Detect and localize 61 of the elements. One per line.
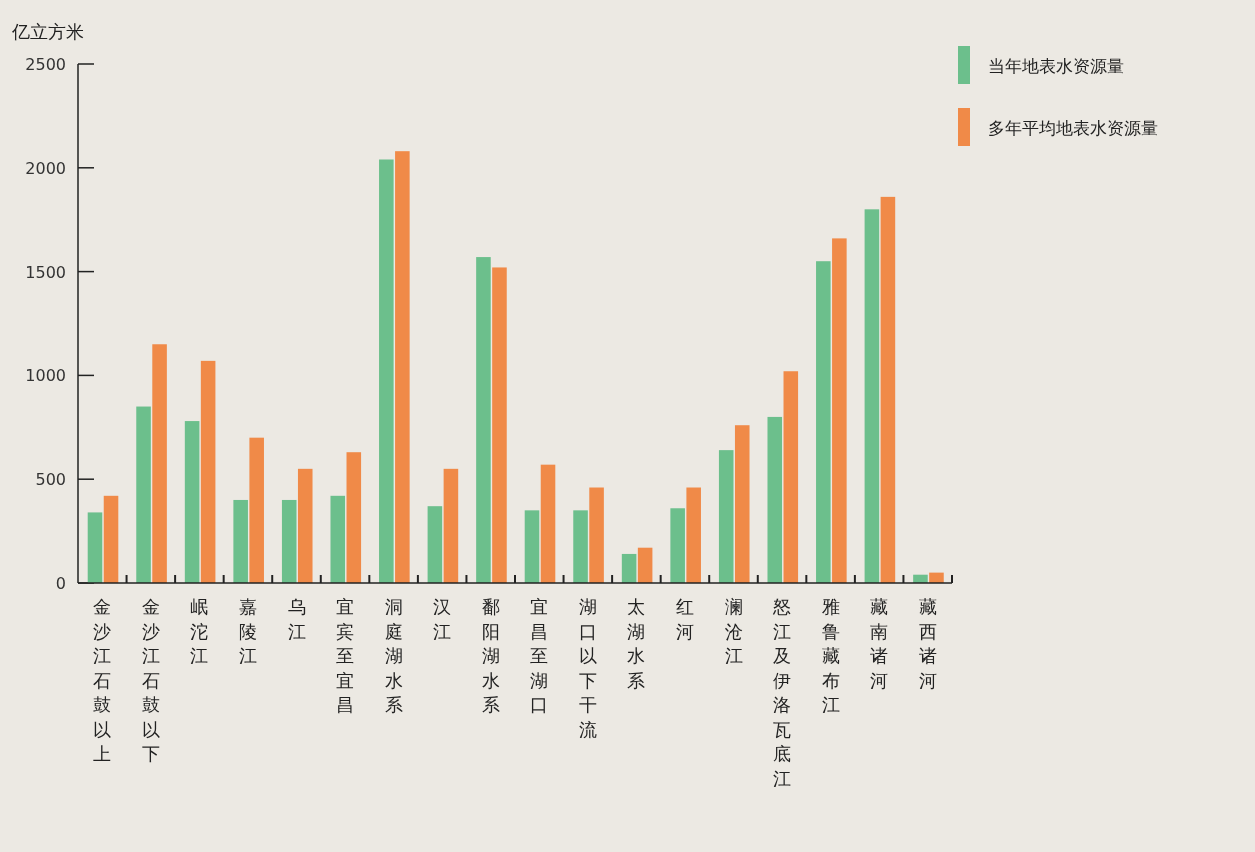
bar	[346, 452, 362, 583]
x-tick-label: 金沙江石鼓以上	[93, 596, 112, 764]
bar	[476, 257, 491, 583]
x-tick-label: 怒江及伊洛瓦底江	[772, 596, 792, 789]
x-tick-label: 鄱阳湖水系	[481, 596, 500, 715]
legend-label: 多年平均地表水资源量	[988, 118, 1158, 138]
x-tick-label: 湖口以下干流	[578, 596, 597, 740]
x-tick-label: 汉江	[433, 596, 452, 642]
x-tick-label: 藏南诸河	[870, 596, 889, 691]
x-tick-label: 宜昌至湖口	[530, 596, 549, 715]
bar	[880, 196, 896, 583]
y-tick-label: 1000	[25, 366, 66, 386]
bar	[103, 495, 119, 583]
bar	[330, 495, 346, 583]
bar	[281, 499, 297, 583]
bar	[864, 209, 880, 583]
bar	[686, 487, 701, 583]
bar	[152, 344, 167, 583]
x-tick-label: 嘉陵江	[238, 596, 257, 666]
bar	[427, 506, 443, 583]
y-tick-label: 2000	[25, 158, 66, 178]
y-tick-label: 2500	[25, 55, 66, 74]
bar	[379, 159, 394, 583]
y-tick-label: 500	[35, 470, 66, 490]
bar	[670, 508, 685, 583]
y-axis-title: 亿立方米	[11, 21, 84, 42]
bar	[233, 499, 248, 583]
bar	[816, 261, 831, 583]
bar	[87, 512, 103, 583]
y-tick-label: 1500	[25, 262, 66, 282]
x-tick-label: 藏西诸河	[918, 596, 937, 691]
bar	[718, 450, 734, 583]
bar	[200, 360, 216, 583]
bar	[734, 425, 750, 583]
x-tick-label: 澜沧江	[724, 596, 743, 666]
x-tick-label: 金沙江石鼓以下	[141, 596, 160, 764]
bar	[136, 406, 151, 583]
x-tick-label: 宜宾至宜昌	[336, 596, 355, 715]
bar	[297, 468, 313, 583]
bar	[524, 510, 540, 583]
bar	[621, 553, 637, 583]
bar	[589, 487, 604, 583]
legend-label: 当年地表水资源量	[988, 56, 1124, 76]
bar	[540, 464, 556, 583]
bar	[492, 267, 507, 583]
x-tick-label: 岷沱江	[190, 596, 209, 666]
x-tick-label: 太湖水系	[627, 596, 646, 691]
x-tick-label: 红河	[675, 596, 694, 642]
bar	[783, 371, 799, 583]
bar	[249, 437, 264, 583]
y-tick-label: 0	[55, 574, 66, 593]
bar	[443, 468, 459, 583]
x-tick-label: 洞庭湖水系	[384, 596, 403, 715]
bar	[184, 421, 200, 583]
x-tick-label: 雅鲁藏布江	[821, 596, 840, 715]
bar	[637, 547, 653, 583]
bar	[832, 238, 847, 583]
x-tick-label: 乌江	[287, 596, 306, 642]
bar	[767, 416, 783, 583]
bar	[573, 510, 588, 583]
bar	[395, 151, 410, 583]
